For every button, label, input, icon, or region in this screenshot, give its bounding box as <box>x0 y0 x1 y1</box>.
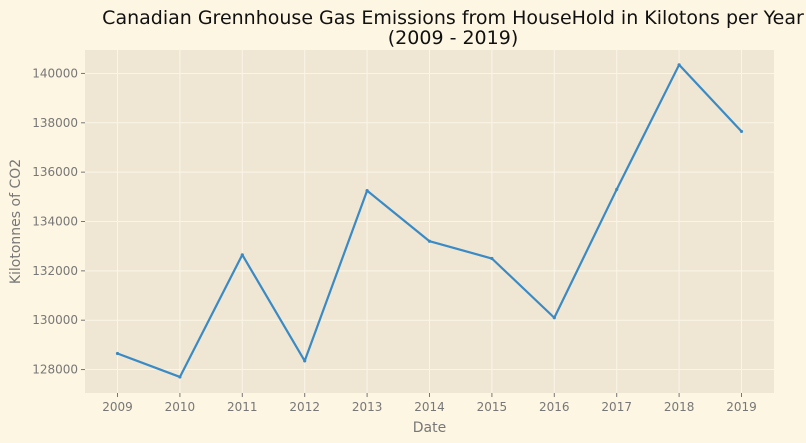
x-tick-label: 2011 <box>227 400 258 414</box>
data-point <box>303 359 307 363</box>
data-point <box>427 239 432 243</box>
tick-layer: 2009 2010 2011 2012 2013 2014 2015 2016 2017 2018… <box>32 66 757 414</box>
x-tick-label: 2014 <box>414 400 445 414</box>
y-tick-label: 140000 <box>32 66 78 80</box>
x-tick-label: 2009 <box>102 400 133 414</box>
data-point <box>240 253 244 257</box>
x-tick-label: 2016 <box>539 400 570 414</box>
grid-layer <box>85 50 774 393</box>
y-tick-label: 136000 <box>32 165 78 179</box>
data-point <box>490 256 494 261</box>
x-tick-label: 2010 <box>165 400 196 414</box>
data-point <box>677 63 681 67</box>
x-tick-label: 2012 <box>289 400 320 414</box>
y-tick-label: 132000 <box>32 264 78 278</box>
data-point <box>115 351 120 356</box>
x-tick-label: 2019 <box>726 400 757 414</box>
y-tick-label: 128000 <box>32 363 78 377</box>
chart-title-line-1: Canadian Grennhouse Gas Emissions from H… <box>102 7 804 29</box>
x-tick-label: 2017 <box>601 400 632 414</box>
y-axis-label: Kilotonnes of CO2 <box>8 159 24 284</box>
data-point <box>739 129 744 134</box>
data-point <box>365 189 369 193</box>
point-layer <box>115 63 744 379</box>
y-tick-label: 130000 <box>32 313 78 327</box>
x-tick-label: 2018 <box>664 400 695 414</box>
x-tick-label: 2015 <box>477 400 508 414</box>
data-point <box>615 187 619 192</box>
data-point <box>552 316 556 320</box>
x-axis-label: Date <box>413 420 446 436</box>
x-tick-label: 2013 <box>352 400 383 414</box>
y-tick-label: 134000 <box>32 215 78 229</box>
chart-title-line-2: (2009 - 2019) <box>388 27 518 49</box>
data-point <box>178 375 182 379</box>
y-tick-label: 138000 <box>32 116 78 130</box>
